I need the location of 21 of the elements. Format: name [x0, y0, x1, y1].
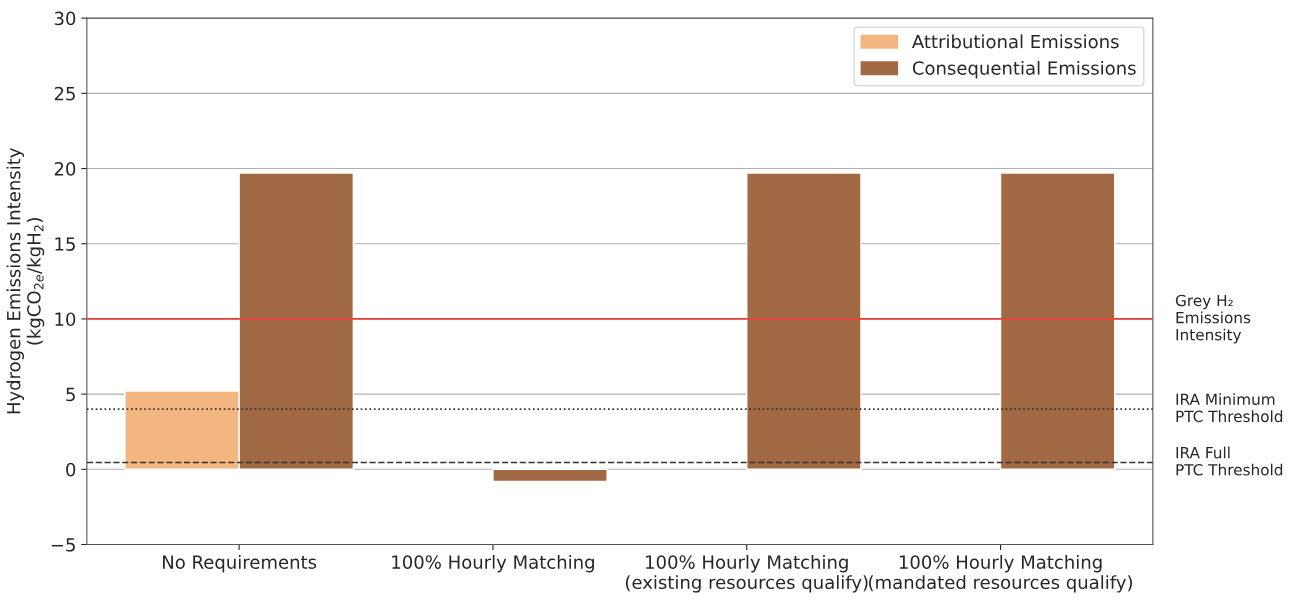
x-tick-label: 100% Hourly Matching (mandated resources qualify) [869, 554, 1133, 593]
y-tick-label: 25 [54, 86, 75, 101]
y-tick-label: 20 [54, 161, 76, 176]
bar [492, 468, 608, 483]
y-tick-label: 10 [55, 312, 76, 327]
legend-label: Attributional Emissions [911, 34, 1119, 49]
y-tick-label: 30 [54, 11, 76, 26]
y-tick-label: 5 [66, 387, 75, 402]
y-tick-label: −5 [51, 538, 75, 552]
x-tick-label: 100% Hourly Matching [392, 554, 594, 573]
x-tick-label: 100% Hourly Matching (existing resources qualify) [625, 554, 868, 593]
ref-line-label: IRA Full PTC Threshold [1176, 446, 1283, 476]
ref-line-label: IRA Minimum PTC Threshold [1176, 393, 1283, 423]
legend-label: Consequential Emissions [912, 60, 1136, 79]
ref-line-label: Grey H₂ Emissions Intensity [1175, 294, 1251, 344]
y-axis-title: Hydrogen Emissions Intensity (kgCO$_{2e}$/kgH$_{2}$) [6, 148, 45, 414]
y-tick-label: 15 [55, 237, 75, 251]
y-tick-label: 0 [66, 462, 76, 477]
bar [746, 172, 862, 471]
x-tick-label: No Requirements [163, 554, 317, 573]
bar [999, 172, 1116, 471]
